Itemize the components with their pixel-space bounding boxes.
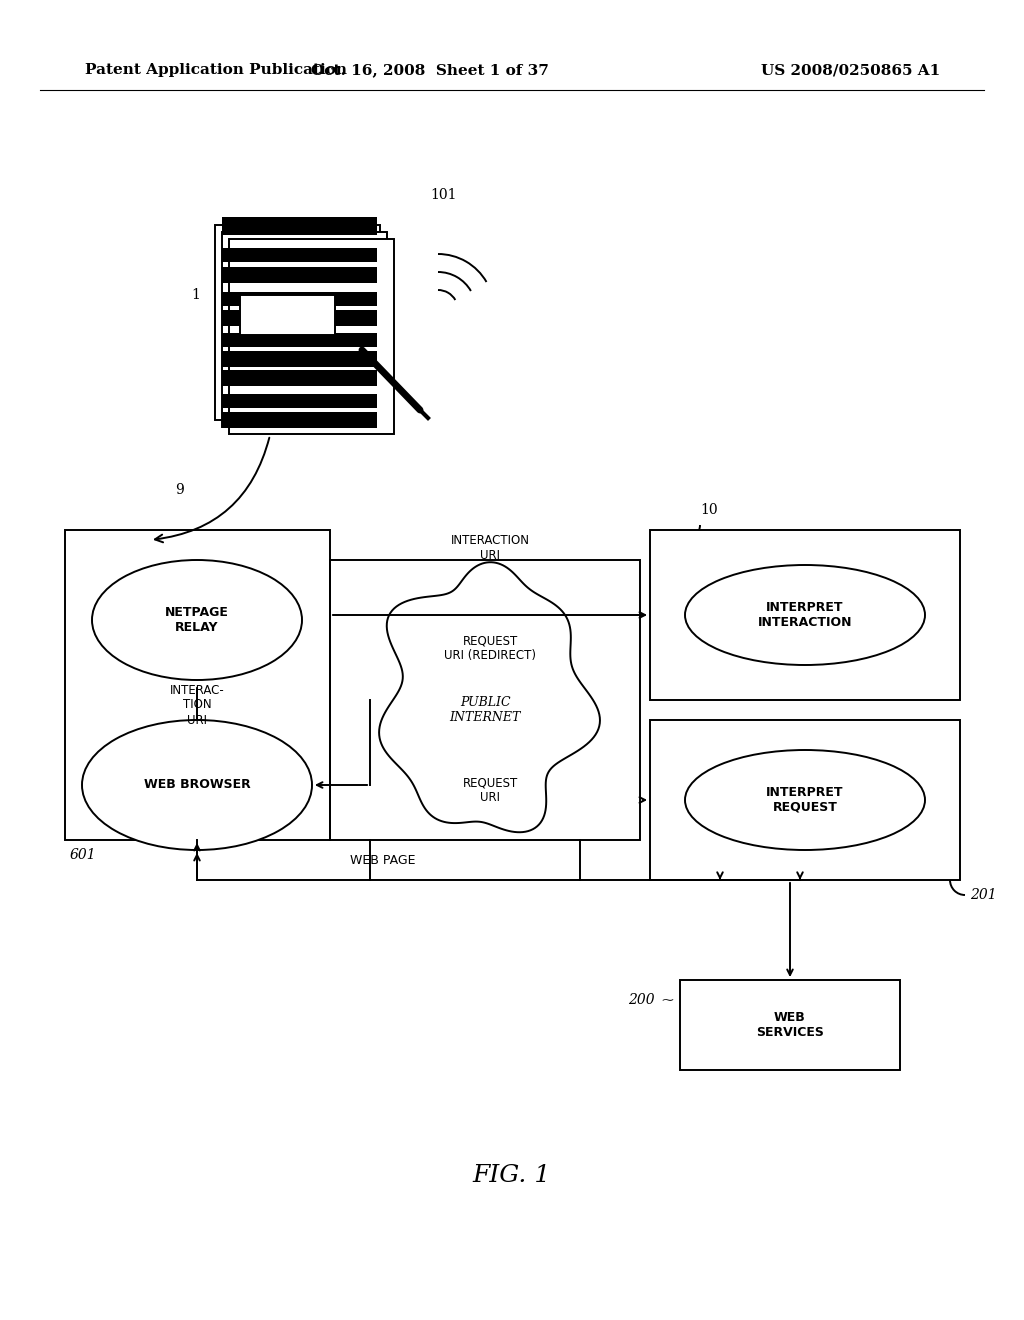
- Text: 10: 10: [700, 503, 718, 517]
- Text: INTERAC-
TION
URI: INTERAC- TION URI: [170, 684, 224, 726]
- Text: 1: 1: [191, 288, 200, 302]
- Text: INTERPRET
REQUEST: INTERPRET REQUEST: [766, 785, 844, 814]
- Bar: [650, 719, 961, 880]
- Text: Patent Application Publication: Patent Application Publication: [85, 63, 347, 77]
- Text: FIG. 1: FIG. 1: [473, 1163, 551, 1187]
- Text: US 2008/0250865 A1: US 2008/0250865 A1: [761, 63, 940, 77]
- Text: Oct. 16, 2008  Sheet 1 of 37: Oct. 16, 2008 Sheet 1 of 37: [311, 63, 549, 77]
- Bar: [215, 224, 380, 420]
- Text: INTERPRET
INTERACTION: INTERPRET INTERACTION: [758, 601, 852, 630]
- Text: 601: 601: [70, 847, 96, 862]
- Bar: [222, 267, 377, 282]
- Text: 201: 201: [970, 888, 996, 902]
- Bar: [222, 393, 377, 408]
- Bar: [330, 560, 640, 840]
- Bar: [229, 239, 394, 434]
- Bar: [222, 248, 377, 261]
- Text: INTERACTION
URI: INTERACTION URI: [451, 535, 529, 562]
- Text: REQUEST
URI (REDIRECT): REQUEST URI (REDIRECT): [444, 634, 536, 663]
- Ellipse shape: [92, 560, 302, 680]
- Bar: [222, 310, 377, 326]
- Text: ~: ~: [660, 991, 674, 1008]
- Bar: [222, 216, 377, 235]
- Bar: [222, 351, 377, 367]
- Ellipse shape: [82, 719, 312, 850]
- Bar: [222, 370, 377, 385]
- FancyArrowPatch shape: [155, 438, 269, 543]
- Text: WEB PAGE: WEB PAGE: [350, 854, 416, 866]
- Text: 200: 200: [629, 993, 655, 1007]
- Bar: [222, 232, 387, 426]
- Text: WEB
SERVICES: WEB SERVICES: [756, 1011, 824, 1039]
- Text: PUBLIC
INTERNET: PUBLIC INTERNET: [450, 696, 520, 723]
- Text: 101: 101: [430, 187, 457, 202]
- Text: REQUEST
URI: REQUEST URI: [463, 776, 517, 804]
- Bar: [680, 979, 900, 1071]
- Bar: [222, 412, 377, 428]
- Text: 9: 9: [175, 483, 183, 498]
- Polygon shape: [379, 562, 600, 832]
- Text: NETPAGE
RELAY: NETPAGE RELAY: [165, 606, 229, 634]
- Ellipse shape: [685, 565, 925, 665]
- Bar: [222, 333, 377, 347]
- Bar: [65, 531, 330, 840]
- Bar: [650, 531, 961, 700]
- Bar: [240, 294, 335, 335]
- Text: WEB BROWSER: WEB BROWSER: [143, 779, 251, 792]
- Bar: [222, 292, 377, 306]
- Ellipse shape: [685, 750, 925, 850]
